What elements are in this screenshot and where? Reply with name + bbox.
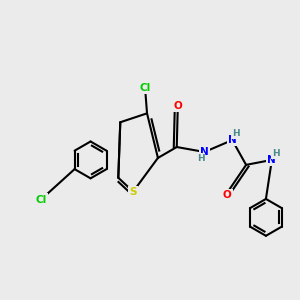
- Text: O: O: [223, 190, 232, 200]
- Text: H: H: [272, 149, 280, 158]
- Text: O: O: [173, 101, 182, 111]
- Text: N: N: [268, 155, 276, 165]
- Text: Cl: Cl: [35, 194, 46, 205]
- Text: S: S: [129, 187, 137, 196]
- Text: H: H: [232, 129, 240, 138]
- Text: N: N: [228, 135, 237, 145]
- Text: N: N: [200, 147, 209, 157]
- Text: H: H: [197, 154, 204, 163]
- Text: Cl: Cl: [140, 82, 151, 93]
